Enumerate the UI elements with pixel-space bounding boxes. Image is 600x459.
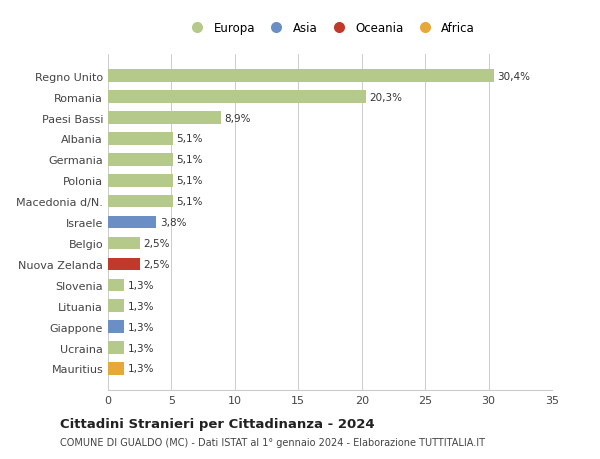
Bar: [108, 174, 173, 187]
Bar: [108, 279, 124, 291]
Text: 3,8%: 3,8%: [160, 218, 187, 228]
Text: 1,3%: 1,3%: [128, 301, 155, 311]
Bar: [108, 363, 124, 375]
Text: Cittadini Stranieri per Cittadinanza - 2024: Cittadini Stranieri per Cittadinanza - 2…: [60, 417, 374, 430]
Text: 5,1%: 5,1%: [176, 155, 203, 165]
Text: 5,1%: 5,1%: [176, 176, 203, 186]
Bar: [108, 133, 173, 146]
Text: 1,3%: 1,3%: [128, 364, 155, 374]
Text: 1,3%: 1,3%: [128, 280, 155, 290]
Text: 20,3%: 20,3%: [370, 92, 403, 102]
Bar: [108, 91, 365, 104]
Text: 1,3%: 1,3%: [128, 322, 155, 332]
Bar: [108, 154, 173, 166]
Text: COMUNE DI GUALDO (MC) - Dati ISTAT al 1° gennaio 2024 - Elaborazione TUTTITALIA.: COMUNE DI GUALDO (MC) - Dati ISTAT al 1°…: [60, 437, 485, 447]
Bar: [108, 70, 494, 83]
Bar: [108, 216, 156, 229]
Legend: Europa, Asia, Oceania, Africa: Europa, Asia, Oceania, Africa: [181, 17, 479, 40]
Text: 5,1%: 5,1%: [176, 197, 203, 207]
Text: 2,5%: 2,5%: [143, 259, 170, 269]
Bar: [108, 321, 124, 333]
Text: 2,5%: 2,5%: [143, 239, 170, 248]
Bar: [108, 196, 173, 208]
Bar: [108, 112, 221, 124]
Text: 8,9%: 8,9%: [225, 113, 251, 123]
Bar: [108, 258, 140, 271]
Bar: [108, 237, 140, 250]
Text: 30,4%: 30,4%: [497, 72, 530, 82]
Text: 1,3%: 1,3%: [128, 343, 155, 353]
Bar: [108, 341, 124, 354]
Text: 5,1%: 5,1%: [176, 134, 203, 144]
Bar: [108, 300, 124, 312]
